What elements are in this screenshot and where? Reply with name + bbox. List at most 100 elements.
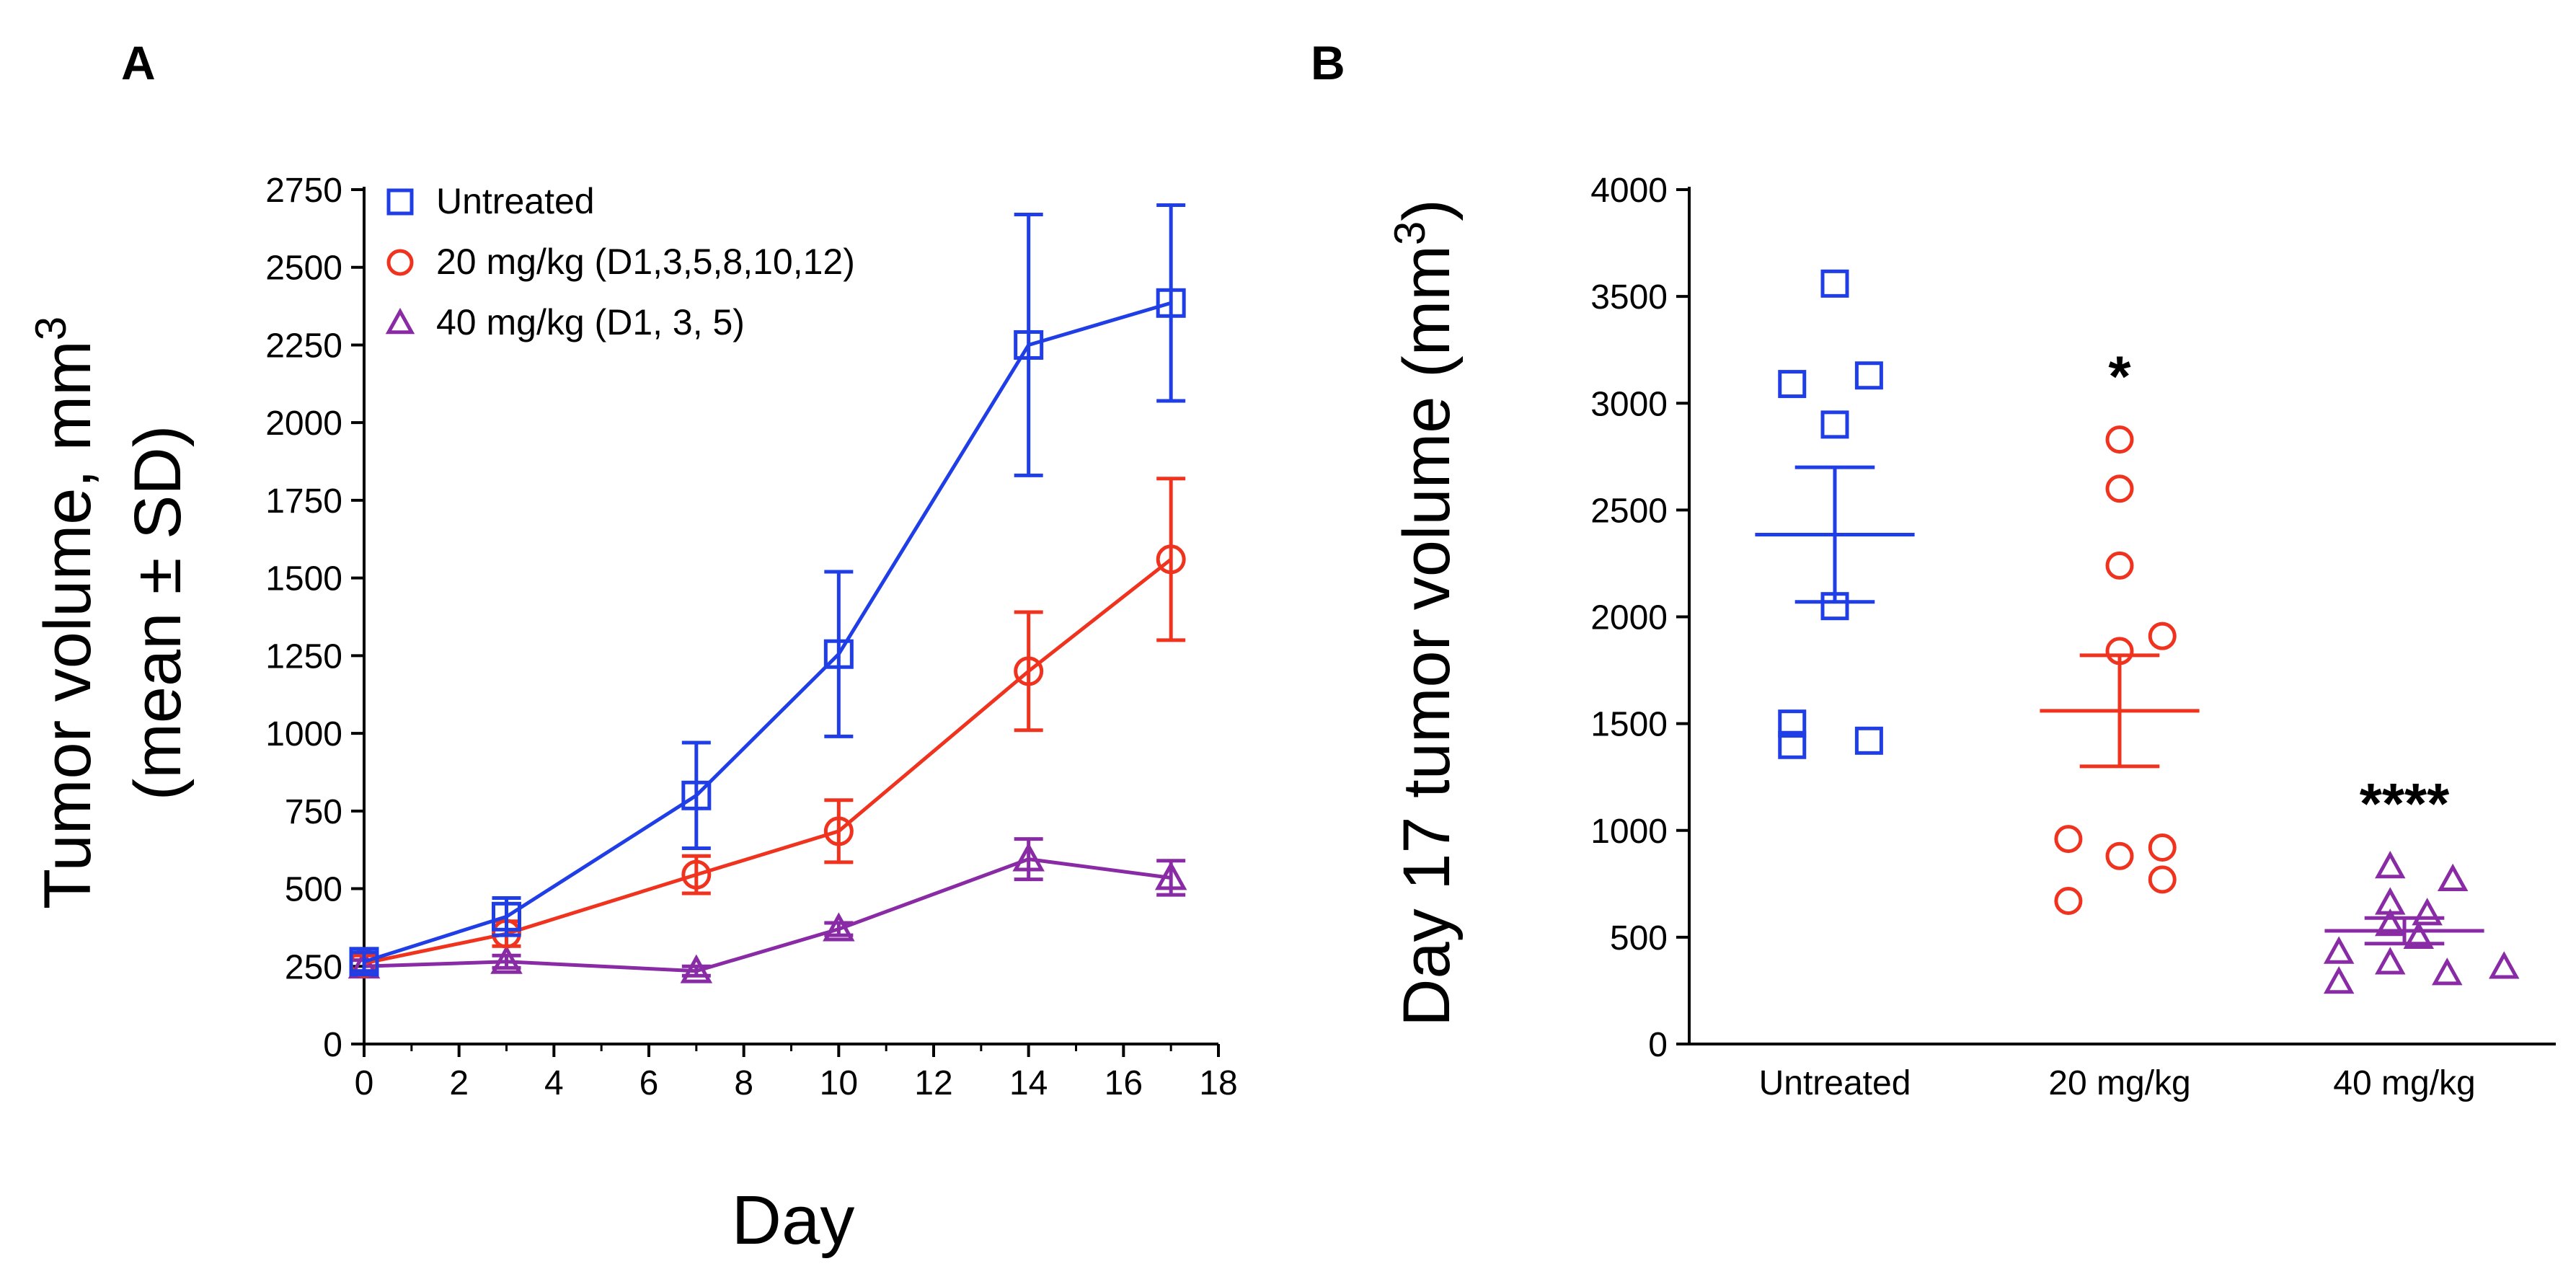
panel-b-ylabel-close: ) [1390, 199, 1464, 221]
scatter-point [2375, 947, 2406, 975]
data-point [492, 901, 521, 932]
scatter-point [1778, 709, 1807, 738]
panel-a-xlabel: Day [732, 1182, 855, 1259]
scatter-point [2432, 957, 2463, 986]
panel-b-category-label: 20 mg/kg [2048, 1064, 2190, 1102]
panel-a-xtick-label: 8 [734, 1064, 753, 1102]
series-line-1 [363, 557, 1172, 965]
data-point [681, 780, 712, 810]
panel-b-ylabel: Day 17 tumor volume (mm3) [1386, 199, 1464, 1027]
data-point [1012, 842, 1045, 872]
data-point [1156, 288, 1186, 318]
scatter-point [2375, 908, 2406, 937]
panel-b-category-label: Untreated [1759, 1064, 1911, 1102]
scatter-point [2489, 951, 2520, 979]
data-point [490, 945, 523, 974]
scatter-point [2323, 965, 2355, 994]
scatter-point [2054, 887, 2083, 916]
panel-b-ytick-label: 500 [1610, 919, 1668, 957]
panel-a-ytick-label: 2750 [265, 172, 342, 210]
panel-a-xtick-label: 4 [544, 1064, 564, 1102]
panel-b-ylabel-sup: 3 [1386, 221, 1434, 245]
panel-b-category-label: 40 mg/kg [2333, 1064, 2475, 1102]
panel-b-ytick-label: 1500 [1590, 706, 1668, 744]
scatter-point [2403, 921, 2434, 949]
panel-b-ytick-label: 2500 [1590, 492, 1668, 530]
legend-marker-2 [385, 307, 415, 335]
scatter-point [2148, 622, 2177, 650]
data-point [1014, 330, 1044, 360]
scatter-point [1854, 726, 1883, 755]
legend-label-0: Untreated [436, 181, 595, 221]
panel-a-ylabel: Tumor volume, mm3 [27, 317, 105, 909]
panel-a-ylabel-line2: (mean ± SD) [121, 425, 195, 801]
panel-b-ytick-label: 3000 [1590, 385, 1668, 423]
data-point [680, 954, 713, 983]
panel-a-xtick-label: 12 [914, 1064, 952, 1102]
scatter-point [2105, 474, 2134, 503]
panel-a-ytick-label: 2500 [265, 249, 342, 288]
panel-a-xtick-label: 10 [820, 1064, 858, 1102]
data-point [823, 639, 854, 669]
scatter-point [1778, 370, 1807, 399]
scatter-point [2105, 551, 2134, 580]
legend-marker-1 [386, 249, 414, 276]
series-line-2 [363, 857, 1172, 973]
panel-a-plot: 0 250 500 750 1000 1250 1500 1750 2000 2250 2500 27… [265, 172, 1237, 1102]
panel-b-ylabel-main: Day 17 tumor volume (mm [1390, 245, 1464, 1027]
panel-a-xtick-label: 6 [639, 1064, 659, 1102]
legend-label-2: 40 mg/kg (D1, 3, 5) [436, 302, 745, 342]
scatter-point [2323, 936, 2355, 964]
data-point [349, 947, 379, 977]
panel-a-ytick-label: 2250 [265, 327, 342, 365]
legend-marker-0 [386, 188, 414, 216]
panel-a-ytick-label: 0 [323, 1026, 342, 1064]
scatter-point [2437, 863, 2469, 891]
data-point [1156, 544, 1186, 575]
scatter-point [1854, 361, 1883, 390]
scatter-point [2412, 898, 2443, 926]
panel-b-ytick-label: 2000 [1590, 599, 1668, 637]
panel-b-ytick-label: 0 [1648, 1026, 1668, 1064]
panel-a-xtick-label: 18 [1199, 1064, 1237, 1102]
scatter-point [2375, 850, 2406, 879]
panel-a-ytick-label: 750 [285, 793, 342, 831]
data-point [681, 859, 712, 890]
data-point [823, 816, 854, 846]
panel-a-ylabel-sup: 3 [27, 317, 75, 340]
data-point [1014, 656, 1044, 686]
data-point [823, 912, 855, 942]
series-line-0 [363, 301, 1172, 964]
panel-a-ytick-label: 1750 [265, 482, 342, 521]
panel-b-plot: 0 500 1000 1500 2000 2500 3000 3500 4000 Untreate… [1590, 172, 2556, 1102]
panel-a-xtick-label: 14 [1009, 1064, 1048, 1102]
panel-a-ytick-label: 1250 [265, 637, 342, 676]
panel-a-ytick-label: 2000 [265, 404, 342, 443]
scatter-point [1820, 269, 1849, 298]
scatter-point [2148, 833, 2177, 862]
significance-marker: **** [2360, 771, 2450, 836]
panel-a-ylabel-main: Tumor volume, mm [31, 340, 105, 909]
panel-a-ytick-label: 500 [285, 871, 342, 909]
scatter-point [2105, 841, 2134, 870]
panel-b-ytick-label: 4000 [1590, 172, 1668, 210]
panel-a-ytick-label: 1500 [265, 560, 342, 598]
panel-b-ytick-label: 3500 [1590, 278, 1668, 317]
scatter-point [2054, 825, 2083, 854]
scatter-point [1820, 410, 1849, 439]
scatter-point [2148, 865, 2177, 894]
panel-a-xtick-label: 16 [1105, 1064, 1143, 1102]
panel-b-ytick-label: 1000 [1590, 813, 1668, 851]
scatter-point [2105, 425, 2134, 454]
panel-a-ytick-label: 250 [285, 948, 342, 986]
panel-a-xtick-label: 2 [449, 1064, 469, 1102]
data-point [1154, 861, 1187, 890]
panel-a-ytick-label: 1000 [265, 715, 342, 753]
panel-a-label: A [121, 36, 156, 89]
legend-label-1: 20 mg/kg (D1,3,5,8,10,12) [436, 242, 855, 282]
panel-a-xtick-label: 0 [355, 1064, 374, 1102]
scatter-point [1778, 730, 1807, 759]
significance-marker: * [2108, 345, 2131, 409]
